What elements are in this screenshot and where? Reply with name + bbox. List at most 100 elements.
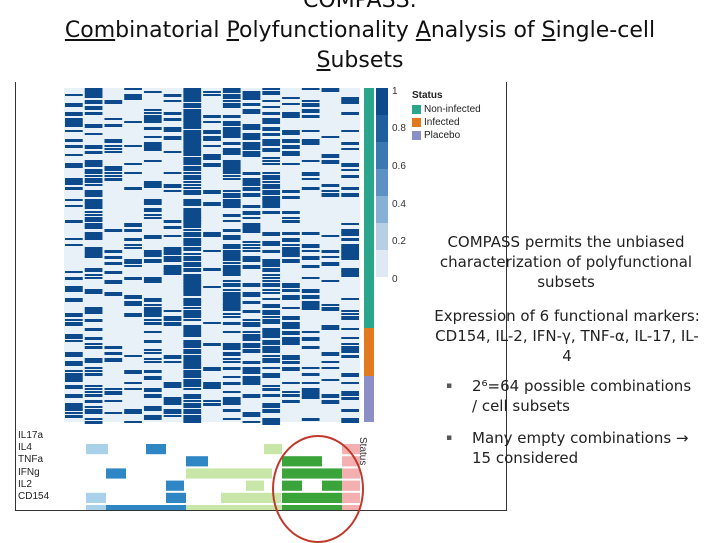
heatmap-cell [104, 166, 123, 169]
heatmap-cell [183, 412, 202, 414]
heatmap-cell [183, 145, 202, 148]
heatmap-cell [341, 316, 359, 320]
heatmap-cell [183, 190, 202, 193]
heatmap-cell [341, 268, 359, 272]
heatmap-cell [262, 385, 281, 387]
heatmap-cell [222, 130, 241, 133]
heatmap-cell [183, 241, 202, 244]
heatmap-cell [65, 181, 83, 185]
heatmap-cell [341, 100, 359, 104]
heatmap-cell [124, 421, 142, 423]
heatmap-cell [104, 151, 123, 153]
heatmap-cell [341, 229, 359, 233]
heatmap-cell [262, 100, 281, 102]
heatmap-cell [242, 178, 261, 181]
heatmap-cell [124, 94, 142, 97]
heatmap-cell [282, 154, 300, 156]
heatmap-cell [84, 214, 103, 216]
heatmap-cell [65, 205, 83, 207]
heatmap-cell [341, 163, 359, 167]
heatmap-cell [65, 355, 83, 357]
heatmap-cell [84, 307, 103, 310]
heatmap-cell [163, 130, 182, 132]
heatmap-cell [203, 250, 221, 252]
heatmap-cell [163, 385, 182, 388]
heatmap-cell [163, 235, 182, 237]
heatmap-cell [282, 232, 300, 235]
heatmap-cell [143, 340, 162, 343]
heatmap-cell [163, 136, 182, 140]
heatmap-cell [242, 370, 261, 374]
heatmap-cell [203, 121, 221, 123]
heatmap-cell [222, 283, 241, 287]
heatmap-cell [262, 406, 281, 408]
heatmap-cell [183, 283, 202, 287]
heatmap-cell [143, 202, 162, 205]
heatmap-cell [203, 202, 221, 206]
heatmap-cell [341, 247, 359, 251]
heatmap-cell [124, 409, 142, 413]
heatmap-cell [242, 172, 261, 175]
heatmap-cell [84, 289, 103, 292]
heatmap-cell [143, 298, 162, 302]
heatmap-cell [65, 286, 83, 290]
heatmap-cell [124, 304, 142, 306]
heatmap-cell [163, 184, 182, 188]
heatmap-cell [183, 292, 202, 296]
heatmap-cell [262, 340, 281, 344]
heatmap-cell [282, 286, 300, 288]
heatmap-cell [163, 226, 182, 229]
heatmap-cell [341, 349, 359, 353]
heatmap-cell [242, 301, 261, 304]
heatmap-cell [222, 331, 241, 333]
heatmap-cell [242, 412, 261, 415]
heatmap-cell [301, 391, 320, 394]
heatmap-cell [143, 352, 162, 354]
heatmap-cell [84, 163, 103, 167]
heatmap-cell [262, 388, 281, 391]
heatmap-cell [163, 400, 182, 403]
heatmap-cell [183, 358, 202, 361]
heatmap-cell [124, 382, 142, 384]
heatmap-cell [183, 406, 202, 408]
heatmap-cell [301, 265, 320, 268]
heatmap-cell [124, 163, 142, 165]
heatmap-cell [163, 316, 182, 320]
heatmap-cell [124, 277, 142, 280]
heatmap-cell [183, 130, 202, 134]
heatmap-cell [301, 100, 320, 102]
heatmap-cell [124, 172, 142, 174]
heatmap-cell [124, 238, 142, 241]
heatmap-cell [282, 283, 300, 286]
heatmap-cell [124, 355, 142, 357]
heatmap-cell [84, 181, 103, 183]
heatmap-cell [183, 118, 202, 122]
heatmap-cell [183, 382, 202, 385]
heatmap-cell [301, 346, 320, 349]
heatmap-cell [84, 358, 103, 362]
heatmap-cell [183, 277, 202, 281]
heatmap-cell [143, 361, 162, 363]
heatmap-cell [203, 157, 221, 160]
heatmap-cell [183, 163, 202, 165]
heatmap-cell [183, 229, 202, 231]
compass-heatmap-figure: 1 0.8 0.6 0.4 0.2 0 Status Non-infected … [15, 82, 507, 511]
title-line-2: Combinatorial Polyfunctionality Analysis… [64, 18, 656, 43]
heatmap-cell [242, 283, 261, 287]
heatmap-cell [203, 367, 221, 371]
heatmap-cell [183, 304, 202, 306]
heatmap-cell [282, 259, 300, 263]
heatmap-cell [321, 160, 340, 164]
heatmap-cell [222, 202, 241, 206]
bullet-2-line-1: Many empty combinations → [472, 429, 689, 447]
heatmap-cell [262, 241, 281, 244]
heatmap-cell [183, 97, 202, 101]
heatmap-cell [282, 211, 300, 214]
heatmap-cell [104, 388, 123, 390]
heatmap-cell [143, 331, 162, 333]
heatmap-cell [183, 244, 202, 246]
heatmap-cell [301, 256, 320, 260]
marker-label-tnfa: TNFa [18, 454, 43, 466]
heatmap-cell [104, 100, 123, 104]
heatmap-cell [262, 175, 281, 178]
